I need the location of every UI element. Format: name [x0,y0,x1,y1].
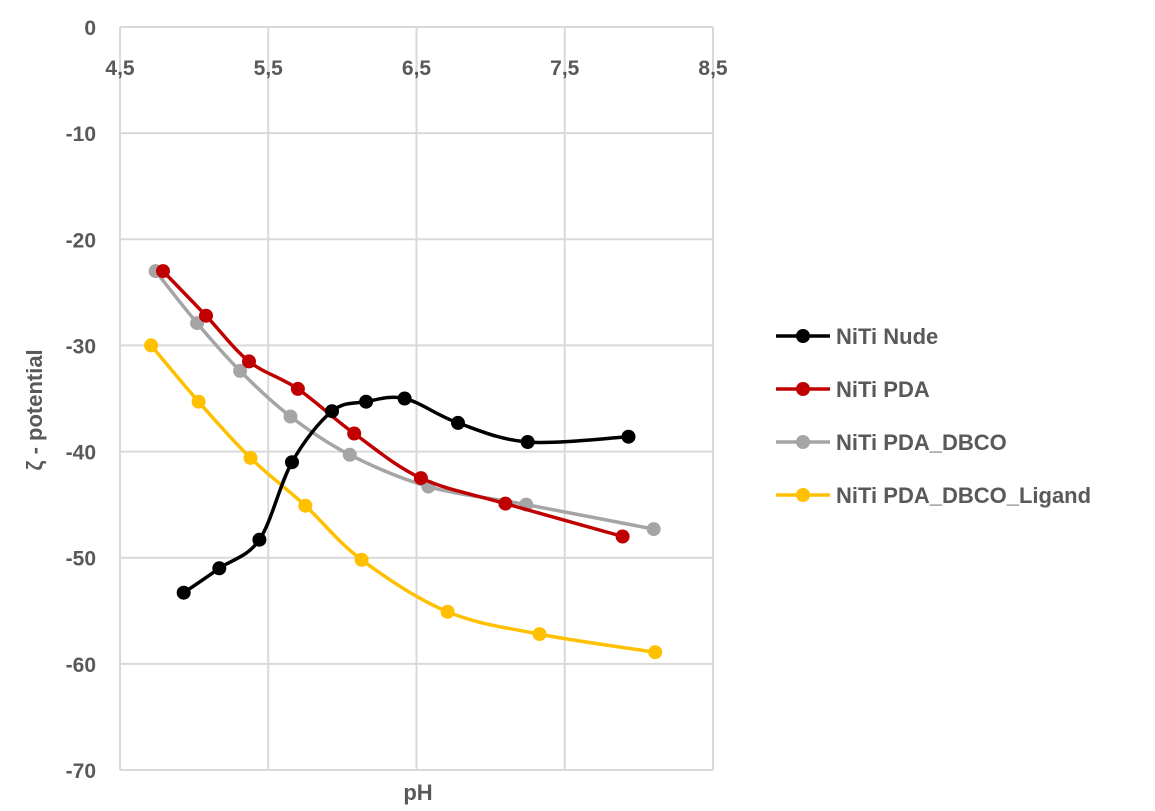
x-tick-label: 7,5 [550,57,580,80]
data-point [242,354,256,369]
data-point [520,435,535,449]
legend-swatch-marker [796,488,810,502]
legend-item: NiTi Nude [776,324,938,349]
legend-swatch-marker [796,435,810,449]
legend-item: NiTi PDA_DBCO_Ligand [776,483,1091,508]
data-point [397,391,412,406]
x-tick-label: 8,5 [698,57,728,80]
legend-label: NiTi PDA_DBCO_Ligand [836,483,1091,508]
x-axis-title: pH [403,780,432,805]
data-point [199,308,213,323]
y-tick-label: -20 [66,229,96,252]
y-tick-label: -70 [66,760,96,783]
legend-label: NiTi Nude [836,324,938,349]
data-point [290,381,305,396]
x-tick-label: 5,5 [254,57,284,80]
data-point [440,604,455,619]
data-point [648,645,663,660]
data-point [325,404,339,419]
series-line [161,269,625,539]
data-point [621,429,636,444]
data-point [359,394,374,409]
data-point [615,529,630,544]
legend-swatch-marker [796,329,810,343]
data-point [212,561,227,576]
gridlines [119,26,714,771]
data-point [347,426,362,441]
y-tick-label: 0 [84,17,96,40]
series-line [181,395,631,595]
tick-labels: 4,5 5,5 6,5 7,5 8,5 0 -10 -20 -30 -40 -50 -60 -70 [66,17,728,783]
x-tick-label: 4,5 [105,57,135,80]
data-point [252,532,267,547]
data-point [243,450,258,465]
data-point [176,585,191,600]
series-niti-pda [156,264,630,544]
y-axis-title: ζ - potential [22,349,47,470]
data-point [283,409,298,424]
legend-label: NiTi PDA [836,377,930,402]
y-tick-label: -50 [66,548,96,571]
y-tick-label: -30 [66,335,96,358]
legend-swatch-marker [796,382,810,396]
legend: NiTi Nude NiTi PDA NiTi PDA_DBCO NiTi PDA_D… [776,324,1091,508]
data-point [233,363,248,378]
data-point [354,552,369,567]
data-point [156,264,170,279]
data-point [413,471,428,486]
legend-item: NiTi PDA_DBCO [776,430,1007,455]
y-tick-label: -10 [66,123,96,146]
series-niti-nude [176,391,636,600]
series-niti-pda-dbco-ligand [144,338,663,660]
data-point [532,627,547,642]
y-tick-label: -40 [66,442,96,465]
y-tick-label: -60 [66,654,96,677]
x-tick-label: 6,5 [402,57,432,80]
data-point [191,394,206,409]
data-point [298,498,313,513]
legend-item: NiTi PDA [776,377,930,402]
data-point [646,522,661,537]
data-point [342,447,357,462]
data-point [451,415,465,430]
series-line [149,343,657,654]
legend-label: NiTi PDA_DBCO [836,430,1007,455]
data-point [144,338,159,353]
series-lines [144,264,663,660]
data-point [498,496,513,511]
data-point [285,455,299,470]
